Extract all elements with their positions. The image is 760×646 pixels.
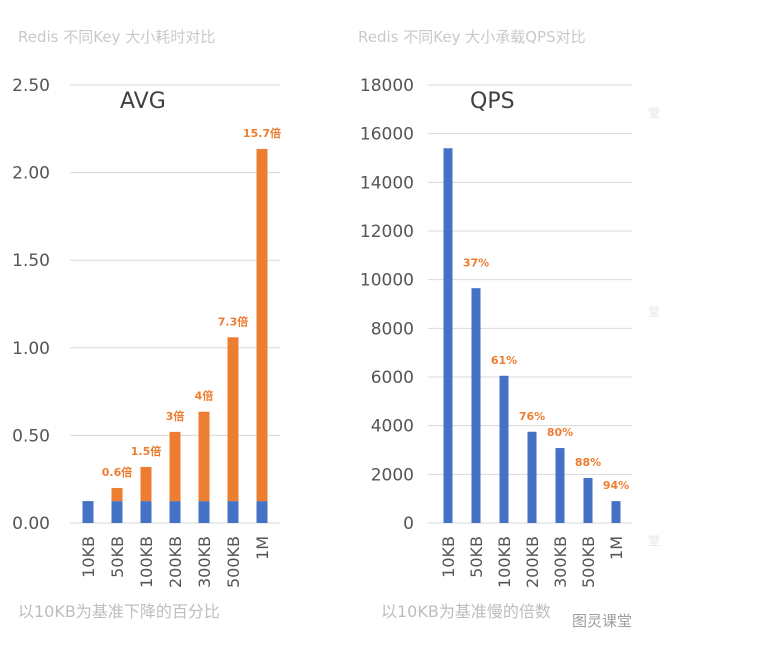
watermark-text: 堂 — [648, 305, 660, 319]
brand-logo-text: 图灵课堂 — [572, 612, 632, 630]
watermark-text: 堂 — [648, 534, 660, 548]
right-y-tick-label: 16000 — [360, 125, 414, 145]
left-inner-label: AVG — [120, 89, 166, 114]
right-y-tick-label: 2000 — [371, 465, 414, 485]
left-bar — [227, 337, 239, 502]
right-y-tick-label: 0 — [403, 514, 414, 534]
left-data-label: 1.5倍 — [131, 444, 162, 458]
right-data-label: 76% — [519, 410, 545, 423]
right-y-tick-label: 12000 — [360, 222, 414, 242]
right-bar — [527, 431, 537, 523]
right-x-tick-label: 50KB — [467, 536, 486, 578]
right-data-label: 88% — [575, 456, 601, 469]
left-plot-area: 0.00 0.50 1.00 1.50 2.00 2.50 10KB 50KB 0.6倍 100K… — [12, 76, 281, 588]
left-y-tick-label: 1.00 — [12, 339, 50, 359]
right-x-tick-label: 500KB — [579, 536, 598, 588]
right-data-label: 61% — [491, 354, 517, 367]
right-bar — [611, 501, 621, 523]
right-plot-area: 0 2000 4000 6000 8000 10000 12000 14000 16000 180… — [360, 76, 632, 588]
left-x-tick-label: 300KB — [195, 536, 214, 588]
left-x-tick-label: 1M — [253, 536, 272, 560]
left-bar — [169, 501, 181, 523]
right-y-tick-label: 8000 — [371, 319, 414, 339]
watermark-text: 堂 — [648, 106, 660, 120]
right-chart-title: Redis 不同Key 大小承载QPS对比 — [358, 28, 586, 46]
left-y-tick-label: 0.50 — [12, 426, 50, 446]
left-x-tick-label: 10KB — [79, 536, 98, 578]
left-y-tick-label: 2.50 — [12, 76, 50, 96]
left-bar — [227, 501, 239, 523]
right-bar — [555, 448, 565, 523]
left-bar — [169, 431, 181, 502]
left-bar — [256, 501, 268, 523]
left-x-tick-label: 50KB — [108, 536, 127, 578]
right-x-tick-label: 200KB — [523, 536, 542, 588]
right-inner-label: QPS — [470, 89, 515, 114]
left-data-label: 7.3倍 — [218, 314, 249, 328]
right-y-tick-label: 4000 — [371, 417, 414, 437]
right-y-tick-label: 18000 — [360, 76, 414, 96]
left-y-tick-label: 0.00 — [12, 514, 50, 534]
right-x-tick-label: 300KB — [551, 536, 570, 588]
right-bar — [499, 375, 509, 523]
left-x-tick-label: 200KB — [166, 536, 185, 588]
right-x-tick-label: 1M — [607, 536, 626, 560]
left-bar — [198, 501, 210, 523]
left-data-label: 4倍 — [195, 389, 214, 403]
right-x-tick-label: 10KB — [439, 536, 458, 578]
left-chart-title: Redis 不同Key 大小耗时对比 — [18, 28, 215, 46]
left-x-tick-label: 100KB — [137, 536, 156, 588]
left-bar — [198, 411, 210, 502]
left-bar — [256, 148, 268, 502]
right-data-label: 80% — [547, 426, 573, 439]
left-footer-note: 以10KB为基准下降的百分比 — [18, 602, 220, 621]
right-data-label: 37% — [463, 256, 489, 269]
right-y-tick-label: 6000 — [371, 368, 414, 388]
right-y-tick-label: 10000 — [360, 271, 414, 291]
left-bar — [82, 501, 94, 523]
left-y-tick-label: 2.00 — [12, 164, 50, 184]
left-bar — [111, 487, 123, 502]
left-bar — [140, 466, 152, 502]
right-x-tick-label: 100KB — [495, 536, 514, 588]
left-bar — [111, 501, 123, 523]
right-data-label: 94% — [603, 479, 629, 492]
right-bar — [583, 477, 593, 523]
left-data-label: 15.7倍 — [243, 126, 281, 140]
left-bar — [140, 501, 152, 523]
right-bar — [471, 288, 481, 523]
left-data-label: 3倍 — [166, 409, 185, 423]
left-y-tick-label: 1.50 — [12, 251, 50, 271]
right-y-tick-label: 14000 — [360, 173, 414, 193]
left-data-label: 0.6倍 — [102, 465, 133, 479]
left-x-tick-label: 500KB — [224, 536, 243, 588]
right-bar — [443, 148, 453, 523]
right-footer-note: 以10KB为基准慢的倍数 — [381, 602, 551, 621]
